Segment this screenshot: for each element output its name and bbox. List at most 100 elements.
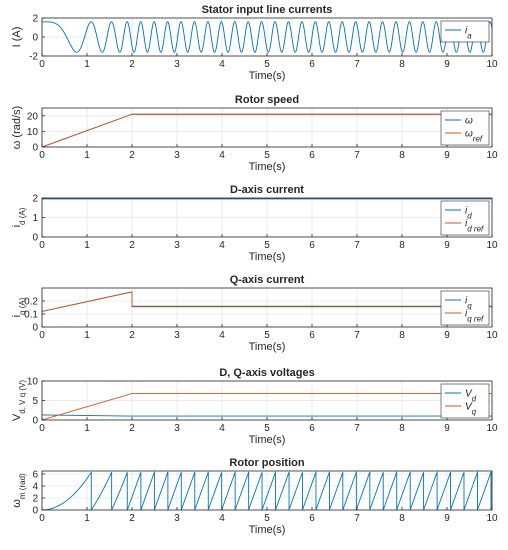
x-tick-label: 9 xyxy=(444,240,450,251)
series-line xyxy=(42,393,492,420)
x-tick-label: 10 xyxy=(486,423,498,434)
y-tick-label: 0.1 xyxy=(24,310,38,321)
x-tick-label: 2 xyxy=(129,59,135,70)
series-line xyxy=(42,113,492,147)
x-tick-label: 0 xyxy=(39,59,45,70)
x-tick-label: 6 xyxy=(309,513,315,524)
legend-entry: ωref xyxy=(465,129,483,144)
y-axis-label: id (A) xyxy=(11,207,27,227)
y-tick-label: 0 xyxy=(32,416,38,427)
legend-entry: id xyxy=(465,206,472,221)
y-tick-label: 0 xyxy=(32,233,38,244)
y-axis-label: iq (A) xyxy=(11,297,27,317)
x-tick-label: 3 xyxy=(174,59,180,70)
y-tick-label: 0 xyxy=(32,143,38,154)
series-line xyxy=(42,414,492,417)
legend-entry: Vd xyxy=(465,389,477,404)
chart-title: D-axis current xyxy=(230,184,304,196)
x-tick-label: 3 xyxy=(174,240,180,251)
y-tick-label: 4 xyxy=(32,482,38,493)
x-tick-label: 4 xyxy=(219,513,225,524)
chart-title: Q-axis current xyxy=(230,274,305,286)
x-tick-label: 0 xyxy=(39,150,45,161)
x-tick-label: 2 xyxy=(129,150,135,161)
x-tick-label: 7 xyxy=(354,513,360,524)
legend-entry: id ref xyxy=(465,219,484,234)
x-tick-label: 6 xyxy=(309,59,315,70)
legend-entry: Vq xyxy=(465,402,477,417)
legend-box xyxy=(440,200,490,236)
x-tick-label: 5 xyxy=(264,150,270,161)
x-tick-label: 9 xyxy=(444,513,450,524)
x-tick-label: 7 xyxy=(354,423,360,434)
y-tick-label: 0 xyxy=(32,33,38,44)
x-tick-label: 7 xyxy=(354,330,360,341)
y-tick-label: 0 xyxy=(32,506,38,517)
x-tick-label: 0 xyxy=(39,513,45,524)
x-tick-label: 10 xyxy=(486,59,498,70)
chart-title: Rotor speed xyxy=(235,94,299,106)
legend-entry: ia xyxy=(465,26,472,41)
x-tick-label: 3 xyxy=(174,423,180,434)
y-tick-label: 10 xyxy=(27,377,39,388)
chart-stator-currents: Stator input line currents 0 1 2 3 4 5 6 7 8 9 10 -2… xyxy=(11,4,498,82)
x-tick-label: 5 xyxy=(264,513,270,524)
x-tick-label: 2 xyxy=(129,330,135,341)
x-axis-label: Time(s) xyxy=(249,251,286,263)
x-tick-label: 8 xyxy=(399,150,405,161)
y-tick-label: 20 xyxy=(27,111,39,122)
chart-rotor-speed: Rotor speed 0 1 2 3 4 5 6 7 8 9 10 0 10 20 Time(s) ω (ra… xyxy=(11,94,498,173)
x-tick-label: 0 xyxy=(39,330,45,341)
x-tick-label: 8 xyxy=(399,330,405,341)
chart-title: D, Q-axis voltages xyxy=(219,367,314,379)
y-tick-label: 6 xyxy=(32,470,38,481)
x-axis-label: Time(s) xyxy=(249,161,286,173)
x-tick-label: 1 xyxy=(84,423,90,434)
x-tick-label: 0 xyxy=(39,423,45,434)
legend: ia xyxy=(440,20,490,43)
legend-entry: ω xyxy=(465,116,473,127)
legend: ω ωref xyxy=(440,110,490,146)
legend-box xyxy=(440,383,490,419)
y-tick-label: -2 xyxy=(29,52,38,63)
x-tick-label: 3 xyxy=(174,150,180,161)
x-tick-label: 8 xyxy=(399,240,405,251)
x-tick-label: 2 xyxy=(129,423,135,434)
x-tick-label: 6 xyxy=(309,423,315,434)
x-tick-label: 5 xyxy=(264,59,270,70)
x-tick-label: 7 xyxy=(354,59,360,70)
x-tick-label: 4 xyxy=(219,330,225,341)
x-axis-label: Time(s) xyxy=(249,524,286,536)
x-tick-label: 5 xyxy=(264,330,270,341)
x-tick-label: 5 xyxy=(264,240,270,251)
x-tick-label: 6 xyxy=(309,150,315,161)
series-line xyxy=(42,471,492,510)
y-axis-label: ωm (rad) xyxy=(11,473,27,508)
series-line xyxy=(42,291,492,312)
x-tick-label: 4 xyxy=(219,240,225,251)
x-tick-label: 1 xyxy=(84,240,90,251)
chart-d-axis-current: D-axis current 0 1 2 3 4 5 6 7 8 9 10 0 1 2 Time(s) id (… xyxy=(11,184,498,263)
y-axis-label: ω (rad/s) xyxy=(11,106,23,149)
x-tick-label: 6 xyxy=(309,330,315,341)
x-tick-label: 10 xyxy=(486,240,498,251)
x-axis-label: Time(s) xyxy=(249,434,286,446)
x-tick-label: 10 xyxy=(486,330,498,341)
legend-entry: iq ref xyxy=(465,309,484,324)
series-line xyxy=(42,21,492,53)
y-tick-label: 2 xyxy=(32,14,38,25)
x-tick-label: 2 xyxy=(129,240,135,251)
x-tick-label: 9 xyxy=(444,423,450,434)
x-tick-label: 9 xyxy=(444,150,450,161)
legend-box xyxy=(440,110,490,146)
x-tick-label: 3 xyxy=(174,513,180,524)
legend-box xyxy=(440,20,490,43)
x-tick-label: 1 xyxy=(84,150,90,161)
y-tick-label: 1 xyxy=(32,213,38,224)
y-tick-label: 10 xyxy=(27,127,39,138)
x-tick-label: 2 xyxy=(129,513,135,524)
